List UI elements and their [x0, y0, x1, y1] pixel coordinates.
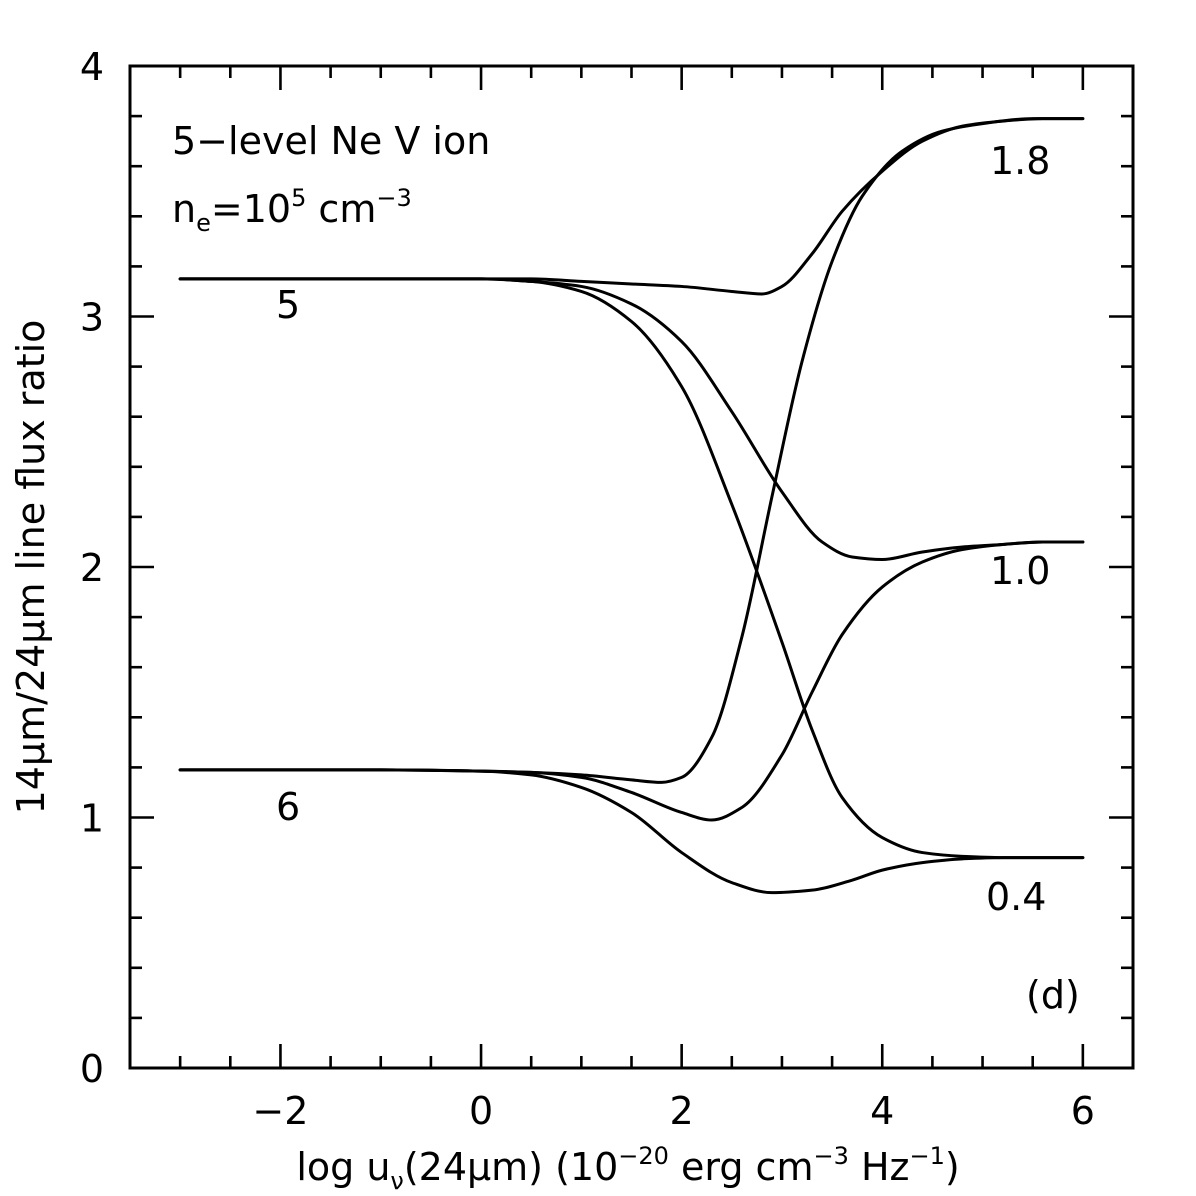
y-tick-label: 0: [80, 1047, 104, 1091]
y-tick-label: 1: [80, 797, 104, 841]
y-tick-label: 2: [80, 546, 104, 590]
panel-label: (d): [1026, 973, 1080, 1017]
y-tick-label: 3: [80, 296, 104, 340]
y-tick-label: 4: [80, 45, 104, 89]
y-axis-label: 14μm/24μm line flux ratio: [9, 320, 53, 815]
x-tick-label: −2: [252, 1089, 308, 1133]
x-tick-label: 2: [670, 1089, 694, 1133]
curve-label-1-8: 1.8: [990, 139, 1050, 183]
curve-line-5: [178, 540, 1085, 822]
curve-label-1-0: 1.0: [990, 549, 1050, 593]
density-annotation: ne=105 cm−3: [172, 184, 412, 237]
x-tick-label: 4: [870, 1089, 894, 1133]
curve-label-6: 6: [276, 785, 300, 829]
curve-line-6: [178, 768, 1085, 895]
ion-annotation: 5−level Ne V ion: [172, 119, 490, 163]
x-tick-label: 6: [1071, 1089, 1095, 1133]
curve-label-5: 5: [276, 283, 300, 327]
plot-frame: [128, 64, 1135, 1070]
x-axis-label: log uν(24μm) (10−20 erg cm−3 Hz−1): [296, 1142, 959, 1195]
x-tick-label: 0: [469, 1089, 493, 1133]
curve-line-3: [178, 277, 1085, 860]
tick-labels: −2 0 2 4 6 0 1 2 3 4: [80, 45, 1095, 1133]
curves: [178, 117, 1085, 895]
curve-label-0-4: 0.4: [986, 875, 1046, 919]
